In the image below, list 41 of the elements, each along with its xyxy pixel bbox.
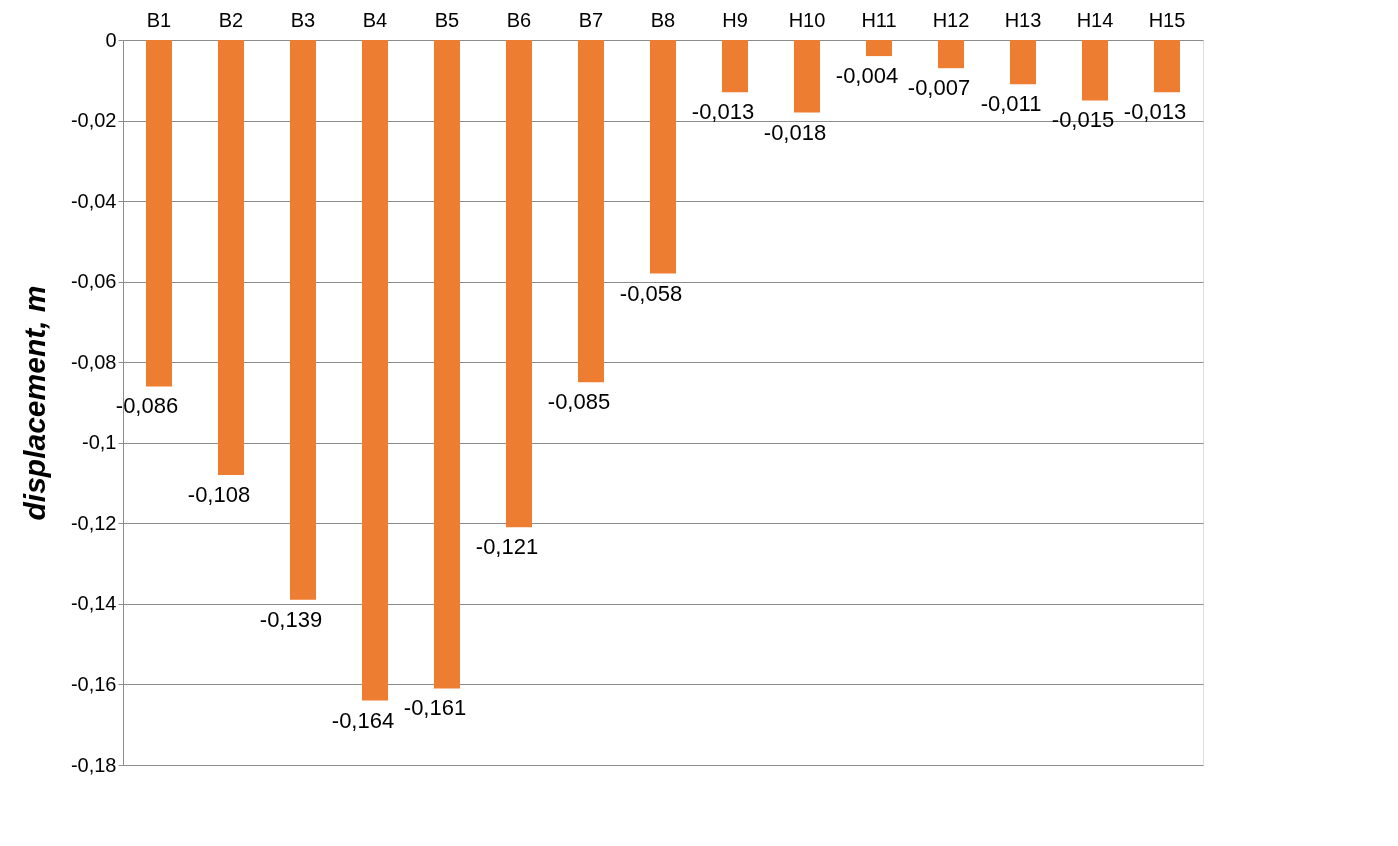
data-label: -0,139	[259, 606, 323, 632]
data-label: -0,013	[691, 99, 755, 125]
data-label: -0,007	[907, 75, 971, 101]
x-tick-label: H10	[788, 8, 826, 31]
y-axis-title: displacement, m	[17, 285, 51, 521]
data-label: -0,161	[403, 695, 467, 721]
y-tick-label: -0,12	[70, 511, 117, 534]
x-tick-label: H11	[861, 8, 897, 31]
x-tick-label: B8	[650, 8, 676, 31]
x-tick-label: B5	[434, 8, 460, 31]
data-label: -0,013	[1123, 99, 1187, 125]
x-tick-label: B2	[218, 8, 244, 31]
y-tick-label: -0,16	[70, 672, 117, 695]
y-tick-label: -0,1	[82, 431, 117, 454]
y-tick-label: -0,04	[70, 189, 117, 212]
data-label: -0,164	[331, 707, 395, 733]
x-tick-label: B1	[146, 8, 172, 31]
data-label: -0,015	[1051, 107, 1115, 133]
x-tick-label: B6	[506, 8, 532, 31]
y-tick-label: -0,08	[70, 350, 117, 373]
data-label: -0,086	[115, 393, 179, 419]
data-label: -0,058	[619, 280, 683, 306]
x-tick-label: H12	[932, 8, 970, 31]
y-tick-label: -0,02	[70, 109, 117, 132]
y-tick-label: -0,06	[70, 270, 117, 293]
x-tick-label: B4	[362, 8, 388, 31]
y-tick-label: 0	[105, 28, 117, 51]
x-tick-label: H15	[1148, 8, 1186, 31]
x-tick-label: H9	[722, 8, 748, 31]
y-tick-label: -0,18	[70, 753, 117, 776]
x-tick-label: H14	[1076, 8, 1114, 31]
data-label: -0,018	[763, 119, 827, 145]
y-tick-label: -0,14	[70, 592, 117, 615]
data-label: -0,108	[187, 482, 251, 507]
data-label: -0,004	[835, 63, 899, 89]
data-label: -0,121	[475, 534, 539, 560]
data-label: -0,011	[980, 91, 1042, 117]
x-tick-label: B3	[290, 8, 316, 31]
x-tick-label: B7	[578, 8, 604, 31]
data-label: -0,085	[547, 389, 611, 415]
x-tick-label: H13	[1004, 8, 1042, 31]
